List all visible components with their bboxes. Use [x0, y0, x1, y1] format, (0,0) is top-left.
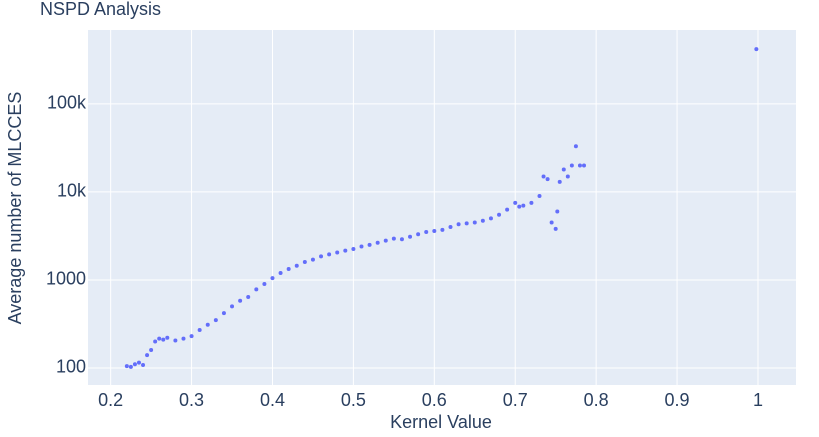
- point: [286, 267, 291, 272]
- point: [302, 259, 307, 264]
- point: [367, 242, 372, 247]
- point: [440, 227, 445, 232]
- point: [537, 193, 542, 198]
- point: [359, 244, 364, 249]
- x-tick-label: 0.4: [260, 390, 285, 410]
- point: [517, 204, 522, 209]
- point: [351, 246, 356, 251]
- point: [375, 240, 380, 245]
- point: [480, 218, 485, 223]
- point: [238, 298, 243, 303]
- x-tick-label: 0.3: [179, 390, 204, 410]
- point: [541, 174, 546, 179]
- point: [254, 287, 259, 292]
- point: [582, 163, 587, 168]
- point: [399, 237, 404, 242]
- point: [573, 144, 578, 149]
- point: [565, 174, 570, 179]
- y-tick-label: 100: [56, 357, 86, 377]
- point: [189, 334, 194, 339]
- y-tick-label: 10k: [57, 181, 87, 201]
- point: [278, 270, 283, 275]
- point: [416, 232, 421, 237]
- point: [448, 224, 453, 229]
- x-tick-label: 0.2: [98, 390, 123, 410]
- point: [319, 254, 324, 259]
- point: [391, 236, 396, 241]
- x-tick-label: 0.8: [584, 390, 609, 410]
- x-tick-label: 1: [753, 390, 763, 410]
- point: [197, 327, 202, 332]
- point: [383, 238, 388, 243]
- point: [456, 222, 461, 227]
- point: [521, 203, 526, 208]
- point: [205, 322, 210, 327]
- point: [513, 200, 518, 205]
- point: [213, 318, 218, 323]
- chart-title: NSPD Analysis: [40, 0, 161, 19]
- point: [145, 353, 150, 358]
- point: [173, 338, 178, 343]
- point: [561, 167, 566, 172]
- y-tick-label: 100k: [47, 93, 87, 113]
- point: [408, 234, 413, 239]
- point: [545, 177, 550, 182]
- point: [294, 263, 299, 268]
- point: [165, 335, 170, 340]
- point: [124, 364, 129, 369]
- point: [262, 281, 267, 286]
- y-tick-label: 1000: [46, 269, 86, 289]
- point: [132, 362, 137, 367]
- point: [270, 276, 275, 281]
- point: [230, 304, 235, 309]
- point: [472, 220, 477, 225]
- point: [327, 252, 332, 257]
- point: [497, 212, 502, 217]
- point: [149, 347, 154, 352]
- point: [505, 207, 510, 212]
- point: [577, 163, 582, 168]
- point: [549, 220, 554, 225]
- point: [754, 47, 759, 52]
- x-tick-label: 0.6: [422, 390, 447, 410]
- point: [310, 257, 315, 262]
- point: [128, 364, 133, 369]
- point: [557, 179, 562, 184]
- point: [555, 209, 560, 214]
- point: [221, 311, 226, 316]
- point: [432, 228, 437, 233]
- y-axis-title: Average number of MLCCES: [5, 92, 25, 325]
- point: [141, 363, 146, 368]
- point: [553, 226, 558, 231]
- point: [161, 337, 166, 342]
- point: [569, 163, 574, 168]
- plot-area: [88, 30, 796, 385]
- x-tick-label: 0.9: [665, 390, 690, 410]
- x-axis-title: Kernel Value: [390, 412, 492, 432]
- x-tick-label: 0.7: [503, 390, 528, 410]
- point: [529, 200, 534, 205]
- x-tick-label: 0.5: [341, 390, 366, 410]
- point: [136, 360, 141, 365]
- point: [335, 250, 340, 255]
- point: [488, 216, 493, 221]
- point: [246, 294, 251, 299]
- point: [181, 336, 186, 341]
- point: [424, 230, 429, 235]
- point: [464, 221, 469, 226]
- point: [157, 336, 162, 341]
- point: [343, 248, 348, 253]
- point: [153, 339, 158, 344]
